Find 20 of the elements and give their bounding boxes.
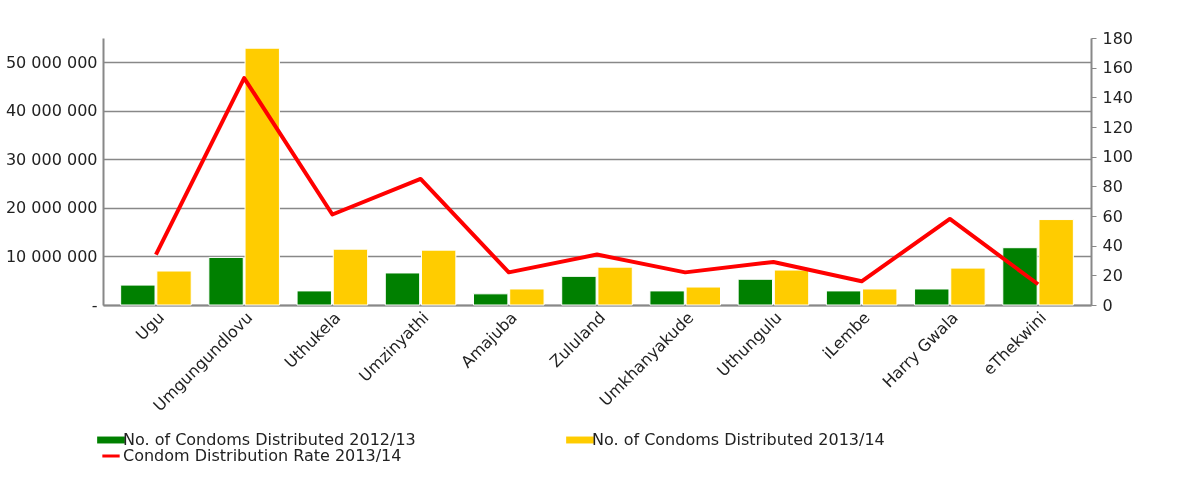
y2-tick-label: 120 [1102,117,1134,137]
y-tick-label: - [91,295,98,315]
y2-tick-label: 0 [1102,295,1113,315]
y2-tick-label: 180 [1102,28,1134,48]
line-series [153,76,1041,287]
y-tick-label: 20 000 000 [5,198,98,218]
legend-label: Condom Distribution Rate 2013/14 [123,446,402,465]
y2-tick-label: 100 [1102,147,1134,167]
y-tick-label: 40 000 000 [5,101,98,121]
y-tick-label: 30 000 000 [5,149,98,169]
y-tick-label: 50 000 000 [5,52,98,72]
legend-label: No. of Condoms Distributed 2013/14 [592,430,885,449]
y2-tick-label: 80 [1102,176,1123,196]
y2-tick-label: 160 [1102,58,1134,78]
y2-tick-label: 20 [1102,265,1123,285]
y2-tick-label: 140 [1102,87,1134,107]
legend-label: No. of Condoms Distributed 2012/13 [123,430,416,449]
y2-tick-label: 40 [1102,236,1123,256]
y2-tick-label: 60 [1102,206,1123,226]
y-tick-label: 10 000 000 [5,246,98,266]
